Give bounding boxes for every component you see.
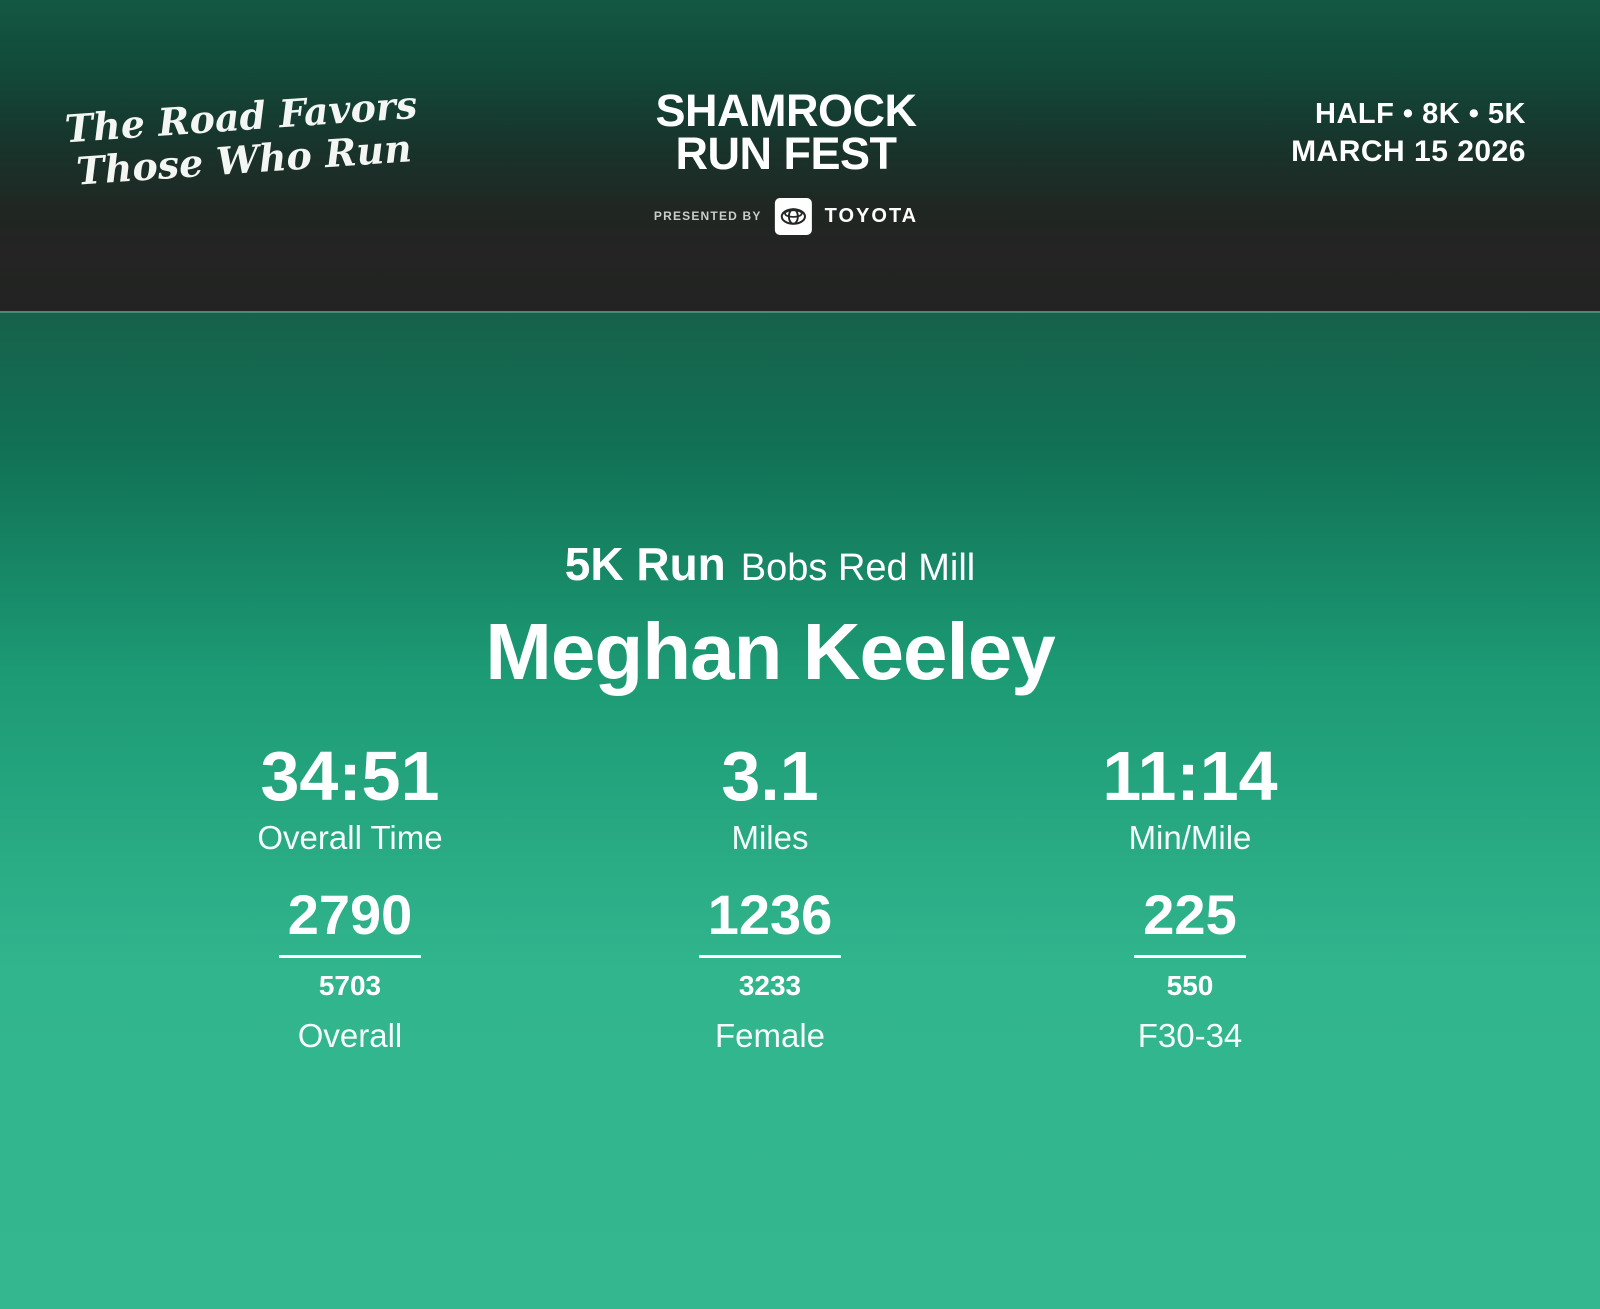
results-content: 5K Run Bobs Red Mill Meghan Keeley 34:51… [140, 539, 1400, 1055]
rankings-row: 2790 5703 Overall 1236 3233 Female 225 5… [140, 886, 1400, 1055]
rank-place: 1236 [698, 886, 842, 958]
race-name: 5K Run [564, 538, 726, 590]
stats-row: 34:51 Overall Time 3.1 Miles 11:14 Min/M… [140, 736, 1400, 857]
event-tagline: The Road Favors Those Who Run [63, 82, 421, 194]
stat-overall-time: 34:51 Overall Time [140, 736, 560, 857]
sponsor-name: TOYOTA [824, 204, 919, 227]
stat-label: Overall Time [257, 818, 443, 856]
rank-place: 225 [1134, 886, 1246, 958]
athlete-name: Meghan Keeley [485, 606, 1055, 696]
race-distances: HALF • 8K • 5K [1315, 98, 1526, 130]
sponsor-row: PRESENTED BY TOYOTA [653, 197, 919, 235]
stat-miles: 3.1 Miles [560, 736, 980, 857]
stat-value: 34:51 [260, 736, 440, 815]
stat-label: Miles [731, 818, 809, 856]
results-body: 5K Run Bobs Red Mill Meghan Keeley 34:51… [0, 311, 1600, 1309]
rank-total: 550 [1166, 969, 1214, 1001]
stat-pace: 11:14 Min/Mile [980, 736, 1400, 857]
team-name: Bobs Red Mill [740, 547, 976, 589]
rank-label: Overall [297, 1016, 403, 1054]
rank-overall: 2790 5703 Overall [140, 886, 560, 1055]
stat-label: Min/Mile [1128, 818, 1252, 856]
rank-total: 5703 [318, 969, 382, 1001]
race-line: 5K Run Bobs Red Mill [140, 539, 1400, 590]
presented-by-label: PRESENTED BY [653, 209, 762, 223]
rank-label: F30-34 [1137, 1016, 1243, 1054]
stat-value: 11:14 [1102, 736, 1278, 815]
rank-label: Female [714, 1016, 826, 1054]
rank-place: 2790 [278, 886, 422, 958]
rank-female: 1236 3233 Female [560, 886, 980, 1055]
stat-value: 3.1 [721, 736, 819, 815]
event-meta: HALF • 8K • 5K MARCH 15 2026 [1291, 98, 1526, 169]
event-header: The Road Favors Those Who Run SHAMROCK R… [0, 0, 1600, 311]
toyota-logo-icon [774, 197, 812, 235]
rank-total: 3233 [738, 969, 802, 1001]
event-title-line-2: RUN FEST [675, 127, 898, 179]
event-title: SHAMROCK RUN FEST [654, 85, 918, 179]
event-date: MARCH 15 2026 [1291, 135, 1526, 168]
event-title-block: SHAMROCK RUN FEST PRESENTED BY TOYOTA [653, 85, 919, 235]
event-title-line-1: SHAMROCK [655, 85, 918, 136]
rank-division: 225 550 F30-34 [980, 886, 1400, 1055]
